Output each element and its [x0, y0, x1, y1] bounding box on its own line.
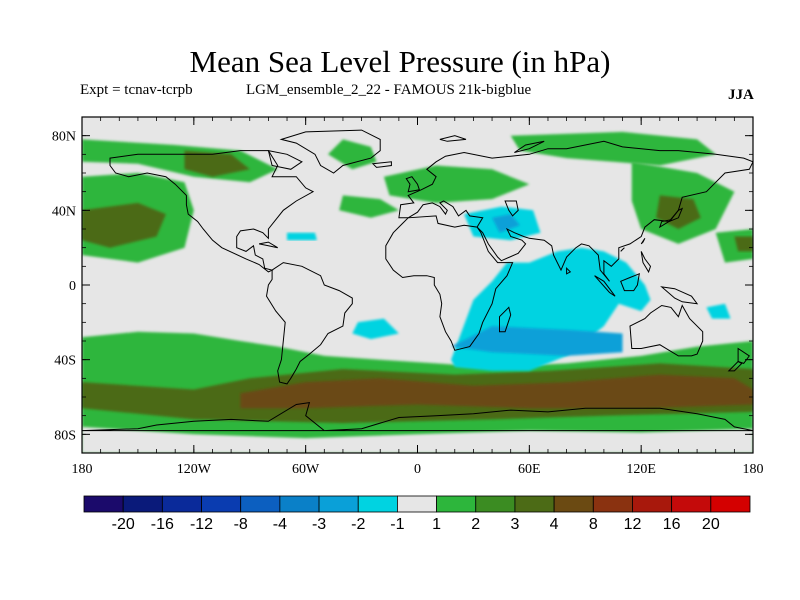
coast-africa — [385, 215, 514, 351]
colorbar-label: 16 — [663, 516, 681, 533]
region-south-pacific-cyan — [706, 303, 731, 319]
coast-baffin — [267, 149, 303, 170]
colorbar-label: 4 — [550, 516, 559, 533]
region-southern-band-brown — [240, 374, 753, 409]
coast-greenland — [279, 129, 381, 174]
region-arctic-green-east — [510, 131, 716, 166]
x-tick-label: 120E — [626, 462, 656, 477]
colorbar-swatch — [671, 495, 712, 513]
x-tick-label: 0 — [414, 462, 421, 477]
coast-new-zealand — [737, 347, 751, 364]
region-south-atlantic-cyan — [352, 318, 399, 340]
colorbar-label: -4 — [273, 516, 287, 533]
chart-title: Mean Sea Level Pressure (in hPa) — [189, 44, 611, 79]
coast-caspian — [504, 200, 519, 217]
region-atlantic-green — [339, 195, 399, 218]
colorbar-label: -1 — [390, 516, 404, 533]
coast-south-america — [265, 262, 353, 385]
colorbar-swatch — [632, 495, 673, 513]
colorbar-label: 2 — [471, 516, 480, 533]
coast-iceland — [371, 161, 392, 168]
region-greenland-green — [328, 139, 377, 170]
coast-novaya-zemlya — [514, 140, 545, 153]
coast-madagascar — [499, 306, 512, 333]
colorbar-swatch — [240, 495, 281, 513]
colorbar-label: -2 — [351, 516, 365, 533]
coast-britain — [405, 176, 421, 193]
y-tick-label: 80N — [52, 130, 76, 145]
coast-taiwan — [640, 238, 646, 245]
colorbar: -20 -16 -12 -8 -4 -3 -2 -1 1 2 3 4 8 12 16 20 — [83, 495, 751, 533]
season-label: JJA — [728, 87, 754, 103]
x-tick-label: 180 — [743, 462, 764, 477]
colorbar-label: -16 — [151, 516, 174, 533]
y-tick-label: 40N — [52, 204, 76, 219]
coast-borneo — [620, 273, 640, 292]
coast-svalbard — [439, 135, 467, 142]
y-axis: 80N 40N 0 40S 80S — [52, 116, 753, 454]
map-field — [82, 117, 753, 453]
colorbar-label: -12 — [190, 516, 213, 533]
region-east-pacific-olive — [734, 236, 753, 252]
colorbar-swatch — [553, 495, 594, 513]
colorbar-swatch — [357, 495, 398, 513]
coast-sumatra — [594, 275, 616, 297]
region-europe-green — [383, 165, 530, 203]
region-antarctic-gray — [82, 426, 753, 453]
colorbar-swatch — [592, 495, 633, 513]
colorbar-swatch — [710, 495, 751, 513]
region-arabia-blue — [492, 214, 520, 233]
anomaly-regions — [82, 131, 753, 453]
colorbar-swatch — [436, 495, 477, 513]
coast-north-america — [109, 150, 315, 273]
coast-philippines — [640, 251, 652, 274]
colorbar-label: 12 — [624, 516, 642, 533]
colorbar-swatch — [83, 495, 124, 513]
x-tick-label: 60E — [518, 462, 541, 477]
colorbar-label: -8 — [234, 516, 248, 533]
region-indian-ocean-blue — [451, 326, 623, 356]
coast-new-zealand-south — [727, 360, 743, 372]
y-tick-label: 80S — [54, 428, 76, 443]
x-tick-label: 60W — [292, 462, 320, 477]
coast-antarctica — [82, 401, 753, 432]
region-north-pacific-olive — [82, 202, 166, 248]
colorbar-label: 8 — [589, 516, 598, 533]
experiment-id-label: Expt = tcnav-tcrpb — [80, 82, 193, 98]
colorbar-label: 3 — [510, 516, 519, 533]
colorbar-swatch — [397, 495, 437, 513]
coastlines — [82, 129, 753, 432]
region-atlantic-small-cyan — [287, 232, 317, 241]
colorbar-swatch — [201, 495, 242, 513]
colorbar-label: 1 — [432, 516, 441, 533]
experiment-name-label: LGM_ensemble_2_22 - FAMOUS 21k-bigblue — [246, 82, 532, 98]
coast-sri-lanka — [566, 266, 572, 275]
colorbar-label: -3 — [312, 516, 326, 533]
region-arctic-olive-west — [184, 150, 250, 177]
coast-japan — [658, 207, 684, 229]
coast-hainan — [620, 247, 625, 252]
colorbar-swatch — [318, 495, 359, 513]
x-tick-label: 120W — [177, 462, 212, 477]
y-tick-label: 40S — [54, 354, 76, 369]
colorbar-swatch — [161, 495, 202, 513]
colorbar-swatch — [475, 495, 516, 513]
colorbar-label: 20 — [702, 516, 720, 533]
colorbar-swatch — [122, 495, 163, 513]
x-tick-label: 180 — [72, 462, 93, 477]
colorbar-swatch — [279, 495, 320, 513]
coast-new-guinea — [660, 286, 699, 305]
coast-cuba — [258, 241, 278, 249]
coast-eurasia — [398, 140, 753, 282]
y-tick-label: 0 — [69, 279, 76, 294]
x-axis: 180 120W 60W 0 60E 120E 180 — [72, 117, 764, 477]
colorbar-swatch — [514, 495, 555, 513]
coast-australia — [629, 304, 704, 357]
colorbar-label: -20 — [112, 516, 135, 533]
